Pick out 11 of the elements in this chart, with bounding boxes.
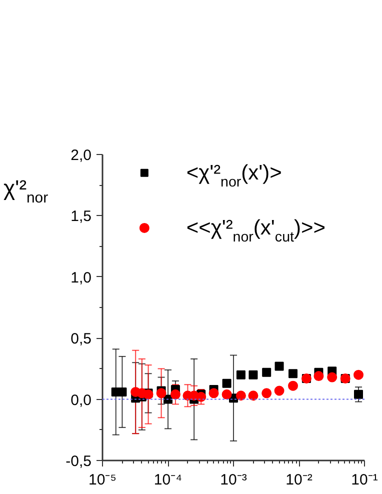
x-tick-label: 10⁻³	[220, 472, 247, 488]
y-tick-label: 0,0	[70, 392, 92, 409]
y-tick-label: 2,0	[70, 147, 92, 164]
x-tick-label: 10⁻¹	[351, 472, 378, 488]
x-tick-label: 10⁻⁵	[88, 472, 116, 488]
y-tick-label: 1,0	[70, 269, 92, 286]
y-tick-label: 0,5	[70, 330, 92, 348]
x-tick-label: 10⁻²	[286, 472, 312, 488]
y-tick-label: -0,5	[66, 453, 92, 470]
x-tick-label: 10⁻⁴	[154, 472, 182, 488]
y-tick-label: 1,5	[70, 208, 92, 226]
